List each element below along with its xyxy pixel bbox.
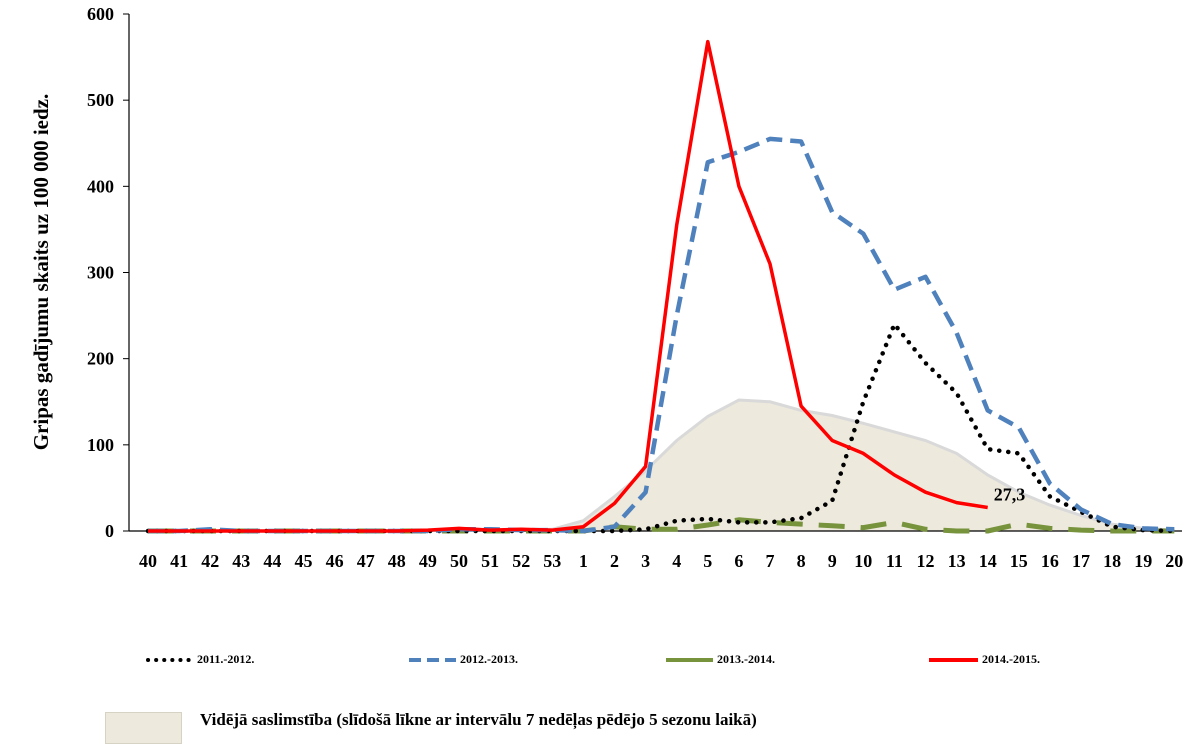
x-tick-label: 4 — [672, 551, 681, 571]
legend-label: 2011.-2012. — [197, 652, 255, 666]
y-tick-label: 300 — [87, 263, 114, 283]
average-area — [148, 400, 1175, 531]
data-label: 27,3 — [994, 484, 1025, 504]
legend-label: 2013.-2014. — [717, 652, 775, 666]
x-tick-label: 41 — [170, 551, 188, 571]
y-axis-label: Gripas gadījumu skaits uz 100 000 iedz. — [29, 94, 53, 450]
x-tick-label: 12 — [917, 551, 935, 571]
x-tick-label: 13 — [948, 551, 966, 571]
legend-item-2011-2012: 2011.-2012. — [145, 652, 254, 667]
x-tick-label: 11 — [886, 551, 903, 571]
x-tick-label: 51 — [481, 551, 499, 571]
series-line-2014-2015 — [148, 39, 988, 533]
legend-item-2013-2014: 2013.-2014. — [665, 652, 775, 667]
x-tick-label: 10 — [854, 551, 872, 571]
legend-swatch-dotted — [146, 657, 195, 662]
legend-label: Vidējā saslimstība (slīdošā līkne ar int… — [200, 710, 757, 729]
legend-swatch-longdash — [666, 657, 713, 662]
x-tick-label: 53 — [543, 551, 561, 571]
x-tick-label: 49 — [419, 551, 437, 571]
y-tick-label: 100 — [87, 435, 114, 455]
legend-label: 2012.-2013. — [460, 652, 518, 666]
x-tick-label: 18 — [1103, 551, 1121, 571]
x-tick-label: 19 — [1134, 551, 1152, 571]
x-ticks: 40 41 42 43 44 45 46 47 48 49 50 51 52 53 1 2 3 4 5 6 7 8 9 10 1… — [139, 551, 1183, 571]
x-tick-label: 47 — [357, 551, 375, 571]
x-tick-label: 48 — [388, 551, 406, 571]
x-tick-label: 44 — [263, 551, 281, 571]
x-tick-label: 42 — [201, 551, 219, 571]
legend-item-2012-2013: 2012.-2013. — [408, 652, 518, 667]
legend-swatch-dashed — [409, 657, 456, 662]
legend-swatch-area — [105, 712, 182, 744]
annotation-layer: 27,3 — [994, 484, 1025, 504]
x-tick-label: 6 — [734, 551, 743, 571]
x-tick-label: 2 — [610, 551, 619, 571]
y-tick-label: 0 — [105, 521, 114, 541]
y-tick-label: 600 — [87, 4, 114, 24]
x-tick-label: 52 — [512, 551, 530, 571]
x-tick-label: 1 — [579, 551, 588, 571]
x-tick-label: 7 — [766, 551, 775, 571]
x-tick-label: 3 — [641, 551, 650, 571]
legend-item-average: Vidējā saslimstība (slīdošā līkne ar int… — [105, 710, 757, 744]
x-tick-label: 50 — [450, 551, 468, 571]
y-tick-label: 200 — [87, 349, 114, 369]
x-tick-label: 43 — [232, 551, 250, 571]
x-tick-label: 8 — [797, 551, 806, 571]
y-ticks: 0 100 200 300 400 500 600 — [87, 4, 129, 541]
x-tick-label: 15 — [1010, 551, 1028, 571]
series-layer — [145, 39, 1177, 534]
x-tick-label: 9 — [828, 551, 837, 571]
legend-swatch-solid — [929, 657, 978, 662]
legend-label: 2014.-2015. — [982, 652, 1040, 666]
x-tick-label: 17 — [1072, 551, 1090, 571]
x-tick-label: 5 — [703, 551, 712, 571]
x-tick-label: 40 — [139, 551, 157, 571]
average-area-layer — [148, 398, 1175, 533]
y-tick-label: 500 — [87, 90, 114, 110]
x-tick-label: 45 — [295, 551, 313, 571]
x-tick-label: 20 — [1165, 551, 1183, 571]
x-tick-label: 14 — [979, 551, 997, 571]
x-tick-label: 16 — [1041, 551, 1059, 571]
x-tick-label: 46 — [326, 551, 344, 571]
y-tick-label: 400 — [87, 176, 114, 196]
legend-item-2014-2015: 2014.-2015. — [928, 652, 1040, 667]
